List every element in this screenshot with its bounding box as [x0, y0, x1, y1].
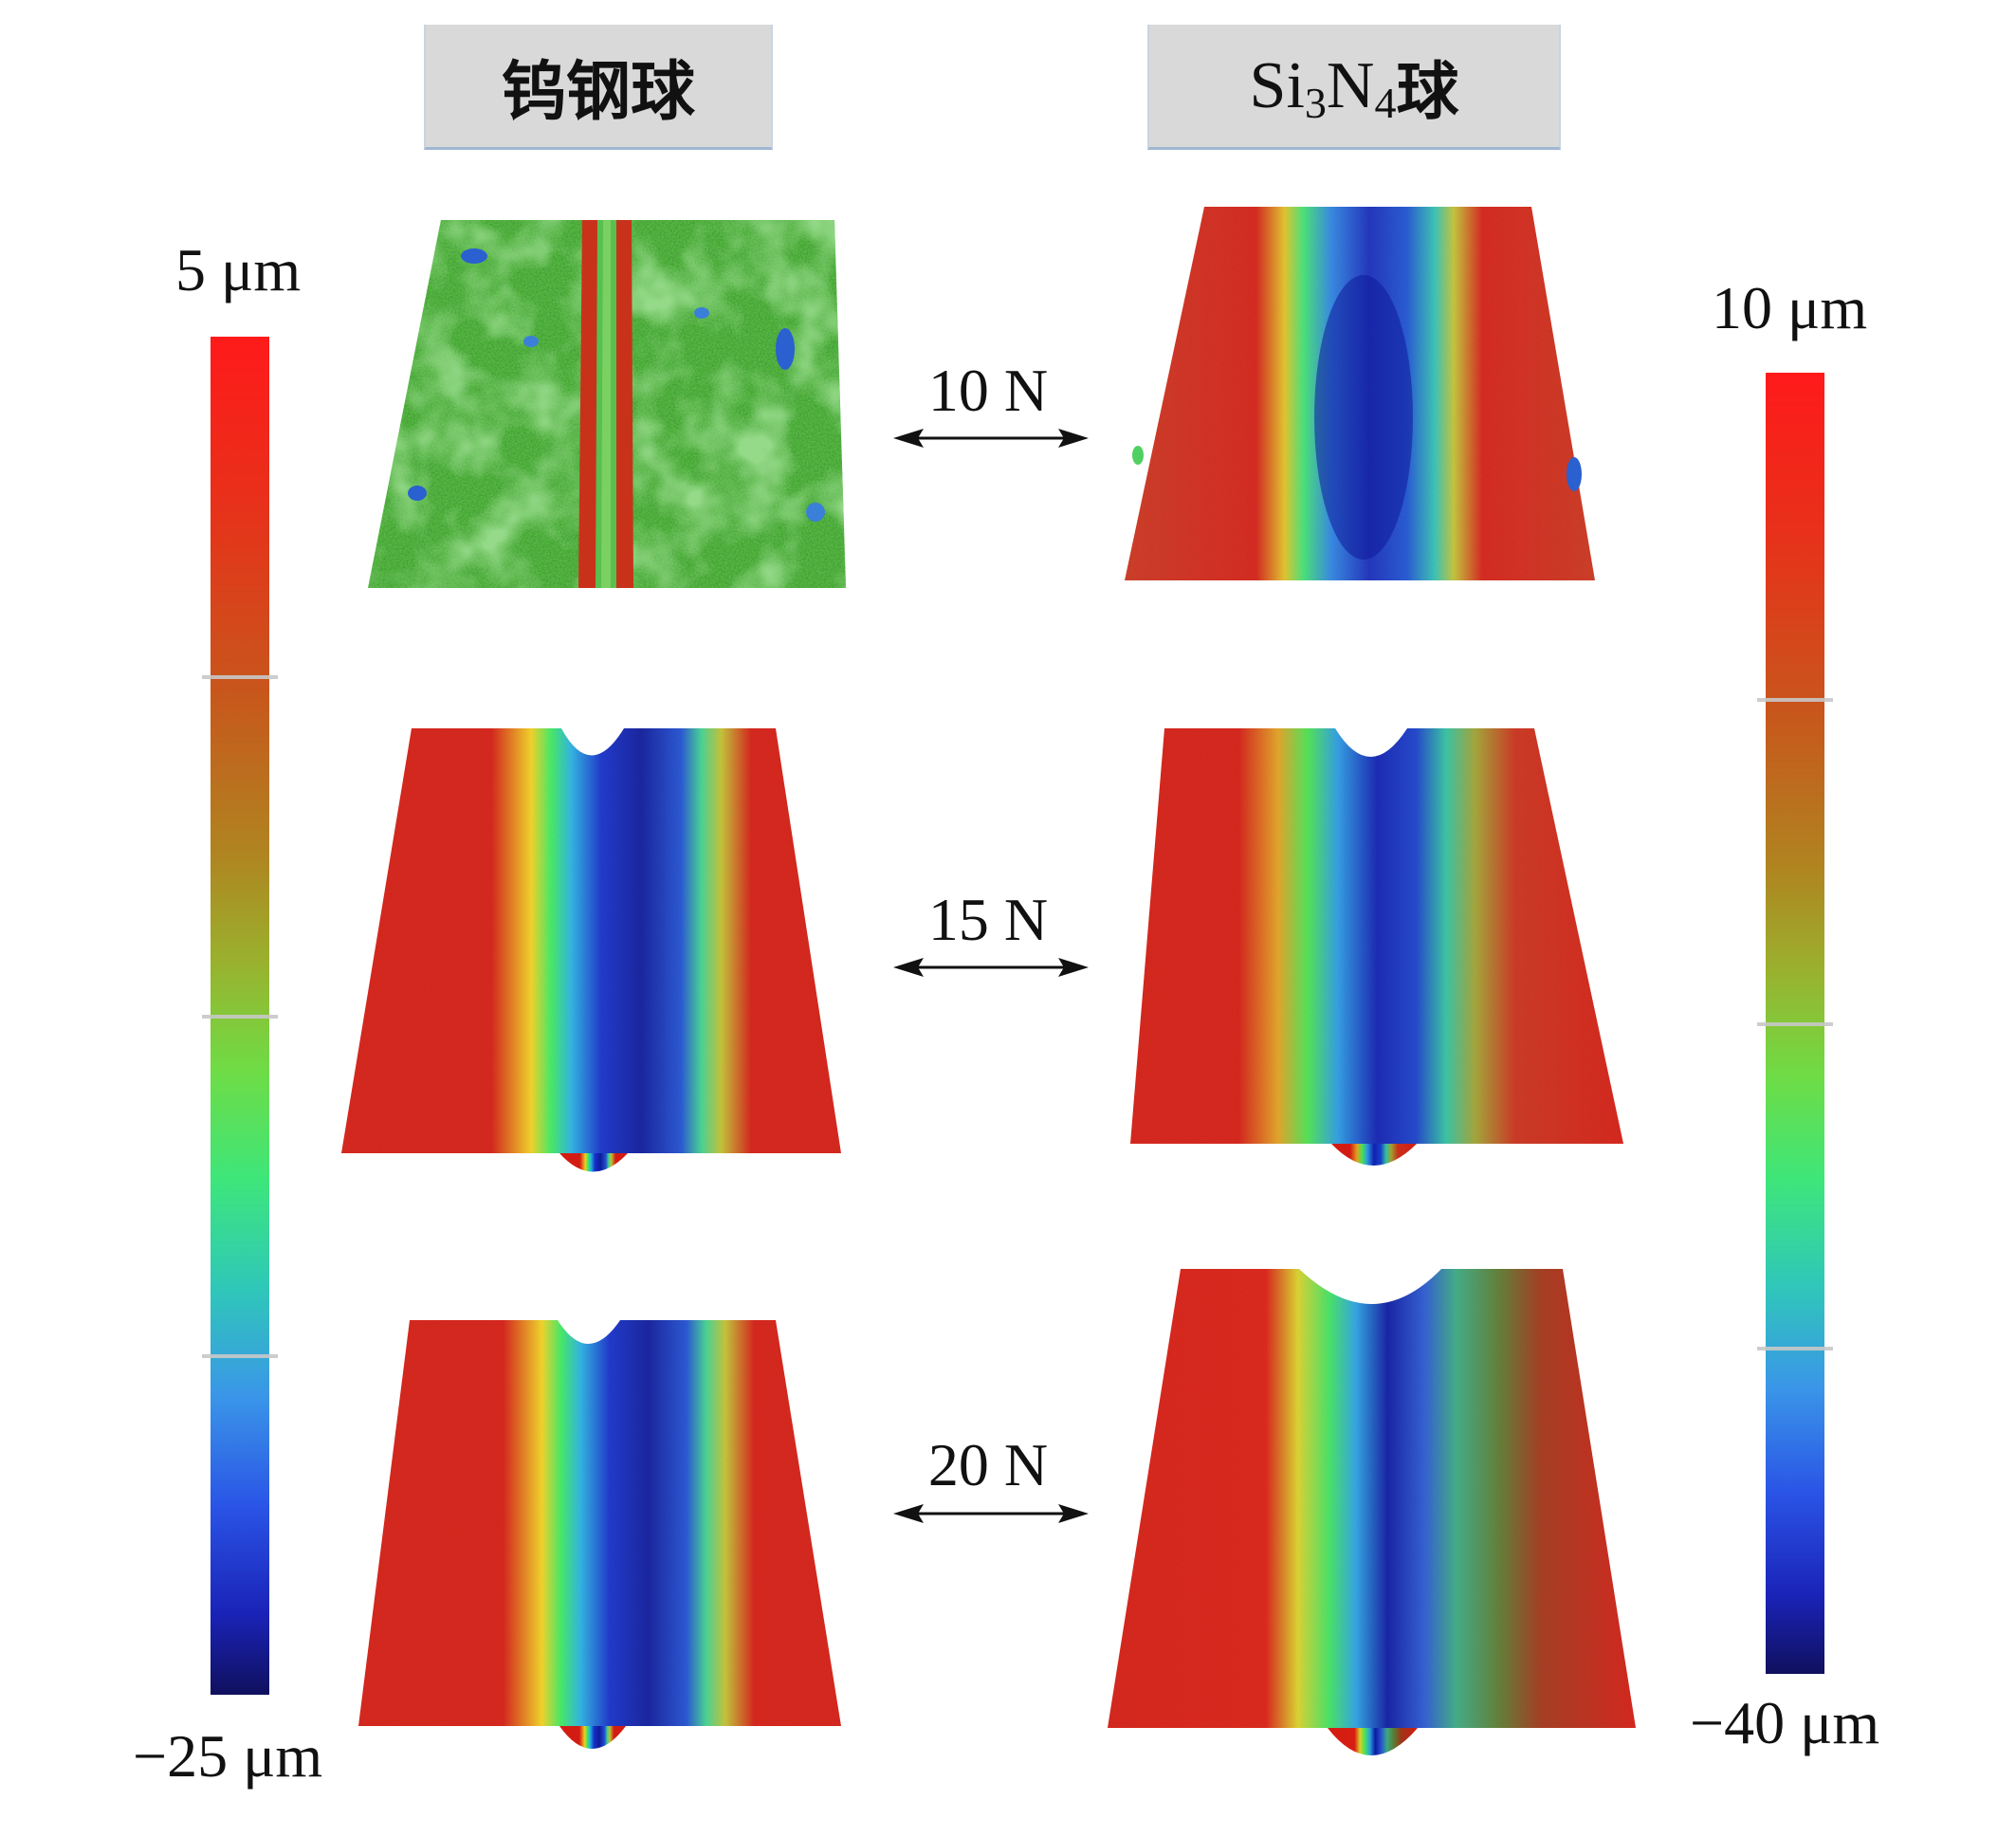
double-arrow-icon: [893, 429, 1089, 448]
right-scale-min-label: −40 μm: [1690, 1689, 1880, 1756]
left-colorbar-tick: [202, 1354, 278, 1358]
right-colorbar-tick: [1757, 1022, 1833, 1026]
left-colorbar-tick: [202, 1015, 278, 1019]
left-colorbar-tick: [202, 675, 278, 679]
double-arrow-icon: [893, 1504, 1089, 1523]
right-colorbar-tick: [1757, 1347, 1833, 1350]
header-right-si: Si: [1249, 48, 1305, 122]
track-si3n4-20n: [1108, 1269, 1636, 1755]
header-right-ball: 球: [1396, 54, 1459, 128]
load-label-15n: 15 N: [927, 886, 1049, 953]
double-arrow-icon: [893, 958, 1089, 977]
header-right-sub4: 4: [1374, 79, 1397, 127]
right-scale-max-label: 10 μm: [1712, 274, 1868, 341]
track-wc-15n: [341, 728, 841, 1172]
load-label-10n: 10 N: [927, 357, 1049, 424]
track-si3n4-10n: [1125, 207, 1595, 580]
header-si3n4-ball: Si 3 N 4 球: [1147, 25, 1561, 150]
header-right-sub3: 3: [1304, 79, 1327, 127]
load-label-20n: 20 N: [927, 1431, 1049, 1498]
header-left-label: 钨钢球: [501, 55, 695, 130]
header-tungsten-steel-ball: 钨钢球: [424, 25, 773, 150]
left-scale-min-label: −25 μm: [133, 1722, 323, 1790]
right-colorbar-tick: [1757, 698, 1833, 702]
track-si3n4-15n: [1130, 728, 1623, 1166]
track-wc-10n: [368, 220, 846, 588]
header-right-n: N: [1326, 48, 1375, 122]
left-scale-max-label: 5 μm: [175, 236, 302, 303]
track-wc-20n: [358, 1320, 841, 1749]
